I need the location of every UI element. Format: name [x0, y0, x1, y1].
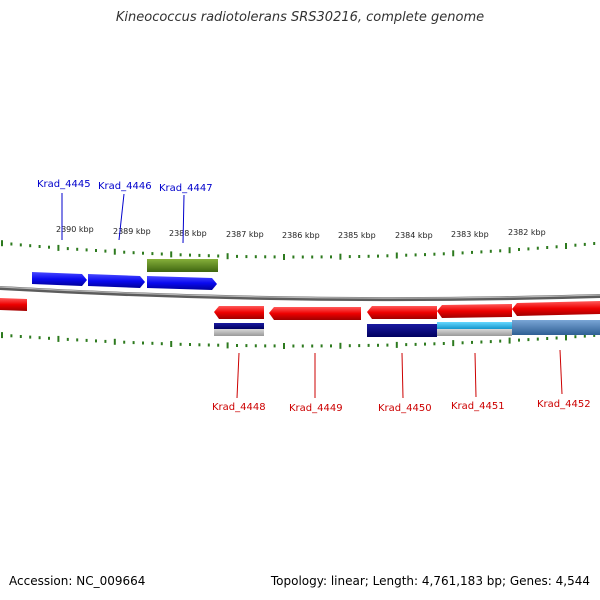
- scale-label: 2390 kbp: [56, 225, 94, 234]
- gene-label-krad-4451[interactable]: Krad_4451: [451, 401, 505, 412]
- gene-label-krad-4447[interactable]: Krad_4447: [159, 183, 213, 194]
- gene-arrow-krad-4451[interactable]: [437, 304, 512, 318]
- feature-grey-block[interactable]: [437, 329, 512, 336]
- gene-arrow-left-edge[interactable]: [0, 298, 27, 311]
- scale-labels: 2390 kbp 2389 kbp 2388 kbp 2387 kbp 2386…: [56, 225, 546, 240]
- gene-arrow-krad-4445[interactable]: [32, 272, 87, 286]
- scale-label: 2388 kbp: [169, 229, 207, 238]
- feature-grey-small[interactable]: [214, 329, 264, 336]
- genome-backbone: [0, 286, 600, 302]
- upper-tick-row: [1, 240, 596, 260]
- feature-cyan-block[interactable]: [437, 322, 512, 329]
- gene-labels: Krad_4445 Krad_4446 Krad_4447 Krad_4448 …: [37, 179, 591, 414]
- forward-strand-genes: [32, 259, 218, 290]
- scale-label: 2383 kbp: [451, 230, 489, 239]
- gene-arrow-krad-4447[interactable]: [147, 276, 217, 290]
- gene-label-krad-4446[interactable]: Krad_4446: [98, 181, 152, 192]
- feature-steel-block[interactable]: [512, 320, 600, 335]
- gene-arrow-krad-4446[interactable]: [88, 274, 145, 288]
- scale-label: 2386 kbp: [282, 231, 320, 240]
- label-leader-lines: [61, 193, 563, 399]
- genome-summary-text: Topology: linear; Length: 4,761,183 bp; …: [270, 574, 590, 588]
- gene-label-krad-4449[interactable]: Krad_4449: [289, 403, 343, 414]
- gene-label-krad-4450[interactable]: Krad_4450: [378, 403, 432, 414]
- feature-navy-block[interactable]: [367, 324, 437, 337]
- scale-label: 2389 kbp: [113, 227, 151, 236]
- gene-arrow-krad-4450[interactable]: [367, 306, 437, 319]
- reverse-strand-genes: [0, 298, 600, 337]
- scale-label: 2384 kbp: [395, 231, 433, 240]
- gene-label-krad-4452[interactable]: Krad_4452: [537, 399, 591, 410]
- gene-label-krad-4448[interactable]: Krad_4448: [212, 402, 266, 413]
- gene-arrow-krad-4449[interactable]: [269, 307, 361, 320]
- gene-arrow-krad-4452[interactable]: [512, 301, 600, 316]
- map-title: Kineococcus radiotolerans SRS30216, comp…: [115, 10, 485, 25]
- lower-tick-row: [1, 332, 596, 349]
- accession-text: Accession: NC_009664: [9, 574, 146, 588]
- scale-label: 2382 kbp: [508, 228, 546, 237]
- scale-label: 2385 kbp: [338, 231, 376, 240]
- gene-label-krad-4445[interactable]: Krad_4445: [37, 179, 91, 190]
- gene-arrow-krad-4448[interactable]: [214, 306, 264, 319]
- feature-navy-small[interactable]: [214, 323, 264, 329]
- feature-olive-block[interactable]: [147, 259, 218, 272]
- scale-label: 2387 kbp: [226, 230, 264, 239]
